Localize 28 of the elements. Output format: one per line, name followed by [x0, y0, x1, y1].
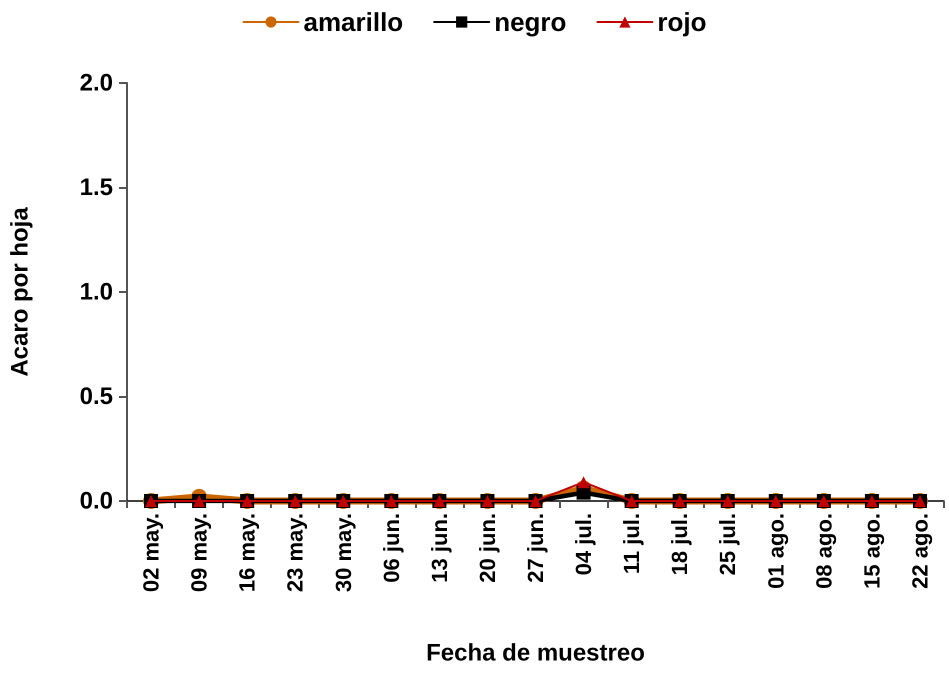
legend-label: amarillo — [303, 7, 404, 37]
legend-label: negro — [494, 7, 566, 37]
x-tick-label: 16 may. — [234, 513, 260, 592]
x-tick-label: 18 jul. — [667, 513, 692, 576]
y-tick-label: 0.5 — [80, 383, 113, 410]
x-tick-label: 22 ago. — [907, 513, 932, 589]
x-tick-label: 09 may. — [186, 513, 212, 592]
x-tick-label: 02 may. — [138, 513, 164, 592]
x-tick-label: 27 jun. — [523, 513, 548, 583]
x-tick-label: 13 jun. — [426, 513, 452, 583]
legend-label: rojo — [657, 7, 707, 37]
x-tick-label: 30 may. — [330, 513, 356, 592]
x-tick-label: 06 jun. — [378, 513, 404, 583]
y-tick-label: 1.0 — [80, 278, 113, 306]
x-axis-title: Fecha de muestreo — [426, 640, 645, 666]
x-tick-label: 11 jul. — [619, 513, 644, 574]
x-tick-label: 25 jul. — [715, 513, 740, 576]
x-tick-label: 15 ago. — [859, 513, 884, 589]
x-tick-label: 20 jun. — [474, 513, 500, 583]
x-tick-label: 04 jul. — [571, 513, 596, 576]
y-axis-title: Acaro por hoja — [6, 206, 34, 377]
y-tick-label: 0.0 — [80, 488, 113, 514]
y-tick-label: 1.5 — [80, 174, 113, 201]
point — [578, 476, 590, 488]
y-tick-label: 2.0 — [80, 70, 113, 96]
x-tick-label: 08 ago. — [811, 513, 836, 589]
x-tick-label: 23 may. — [282, 513, 308, 592]
x-tick-label: 01 ago. — [763, 513, 788, 589]
